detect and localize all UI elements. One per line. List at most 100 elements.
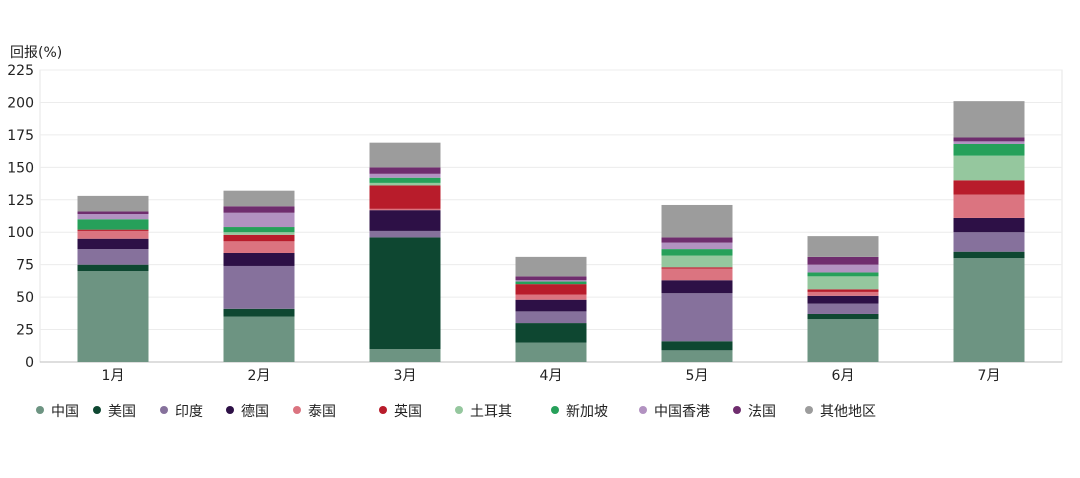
bar-segment (807, 313, 879, 320)
bar-segment (223, 232, 295, 235)
bar-segment (369, 177, 441, 183)
legend-item: 德国 (226, 404, 269, 420)
bar-segment (515, 276, 587, 281)
bar-segment (953, 232, 1025, 252)
bar-segment (223, 206, 295, 213)
legend-item: 新加坡 (551, 404, 608, 420)
bar-segment (223, 234, 295, 242)
legend-item: 英国 (379, 403, 422, 420)
bar-segment (223, 308, 295, 317)
legend-item: 泰国 (293, 404, 336, 420)
legend-marker (293, 406, 301, 414)
legend-marker (160, 406, 168, 414)
legend-marker (226, 406, 234, 414)
bar-segment (369, 167, 441, 174)
bar-segment (953, 101, 1025, 138)
legend-item: 印度 (160, 404, 203, 420)
legend: 中国 美国 印度 德国 泰国 英国 土耳其 新加坡 中国香港 法国 其他地区 (36, 403, 876, 420)
bar-segment (77, 230, 149, 239)
bar-stack (515, 256, 587, 362)
bar-segment (953, 137, 1025, 142)
bar-stack (223, 190, 295, 362)
legend-label: 德国 (241, 404, 269, 420)
legend-label: 中国香港 (654, 404, 710, 420)
bar-segment (223, 265, 295, 309)
legend-item: 其他地区 (805, 404, 876, 420)
bar-segment (661, 350, 733, 362)
bar-segment (369, 185, 441, 209)
bar-stack (369, 142, 441, 362)
legend-item: 中国香港 (639, 404, 710, 420)
bar-segment (953, 258, 1025, 362)
bar-segment (77, 249, 149, 265)
x-tick-label: 4月 (540, 368, 563, 384)
bar-segment (807, 272, 879, 277)
bar-segment (369, 210, 441, 231)
y-tick-label: 100 (7, 225, 34, 241)
bar-segment (223, 316, 295, 362)
bar-segment (953, 143, 1025, 156)
bar-segment (223, 212, 295, 228)
legend-marker (93, 406, 101, 414)
bar-segment (515, 342, 587, 362)
bar-segment (77, 271, 149, 362)
bar-segment (953, 180, 1025, 195)
bar-segment (661, 293, 733, 342)
y-tick-label: 25 (16, 323, 34, 339)
x-tick-label: 7月 (978, 368, 1001, 384)
bar-segment (77, 219, 149, 230)
bar-segment (807, 289, 879, 292)
bar-segment (369, 208, 441, 211)
bar-segment (369, 230, 441, 238)
bar-segment (807, 291, 879, 296)
bar-segment (223, 252, 295, 266)
legend-marker (639, 406, 647, 414)
bar-segment (661, 249, 733, 256)
bar-stack (953, 101, 1025, 362)
bar-segment (223, 241, 295, 253)
bar-segment (515, 281, 587, 285)
bar-segment (515, 294, 587, 300)
legend-label: 中国 (51, 404, 79, 420)
bar-segment (515, 311, 587, 324)
legend-label: 新加坡 (566, 404, 608, 420)
bar-segment (77, 264, 149, 272)
legend-item: 法国 (733, 404, 776, 420)
bar-segment (369, 142, 441, 168)
bar-stack (77, 195, 149, 362)
legend-label: 土耳其 (470, 404, 512, 420)
bar-segment (953, 155, 1025, 181)
x-tick-label: 3月 (394, 368, 417, 384)
bar-segment (807, 303, 879, 314)
y-tick-label: 0 (25, 355, 34, 371)
bar-segment (77, 195, 149, 212)
bar-segment (953, 194, 1025, 218)
bar-segment (807, 319, 879, 362)
bar-segment (953, 217, 1025, 233)
bar-segment (515, 256, 587, 277)
bar-segment (369, 173, 441, 178)
bar-segment (77, 214, 149, 220)
bar-segment (369, 237, 441, 350)
bar-segment (77, 229, 149, 231)
legend-marker (455, 406, 463, 414)
bar-segment (661, 237, 733, 243)
legend-item: 土耳其 (455, 404, 512, 420)
legend-item: 中国 (36, 404, 79, 420)
y-tick-label: 75 (16, 258, 34, 274)
axes: 0 25 50 75 100 125 150 175 200 225 1月 2月 3月 4月 5月 6月 7月 (7, 63, 1000, 384)
y-tick-label: 125 (7, 193, 34, 209)
bar-segment (515, 284, 587, 295)
bar-segment (807, 256, 879, 265)
legend-label: 印度 (175, 404, 203, 420)
y-tick-label: 200 (7, 95, 34, 111)
bar-segment (369, 182, 441, 186)
bars (77, 101, 1025, 362)
y-tick-label: 150 (7, 160, 34, 176)
legend-item: 美国 (93, 404, 136, 420)
bar-segment (223, 190, 295, 207)
legend-label: 英国 (394, 403, 422, 420)
bar-stack (807, 236, 879, 362)
x-tick-label: 5月 (686, 368, 709, 384)
